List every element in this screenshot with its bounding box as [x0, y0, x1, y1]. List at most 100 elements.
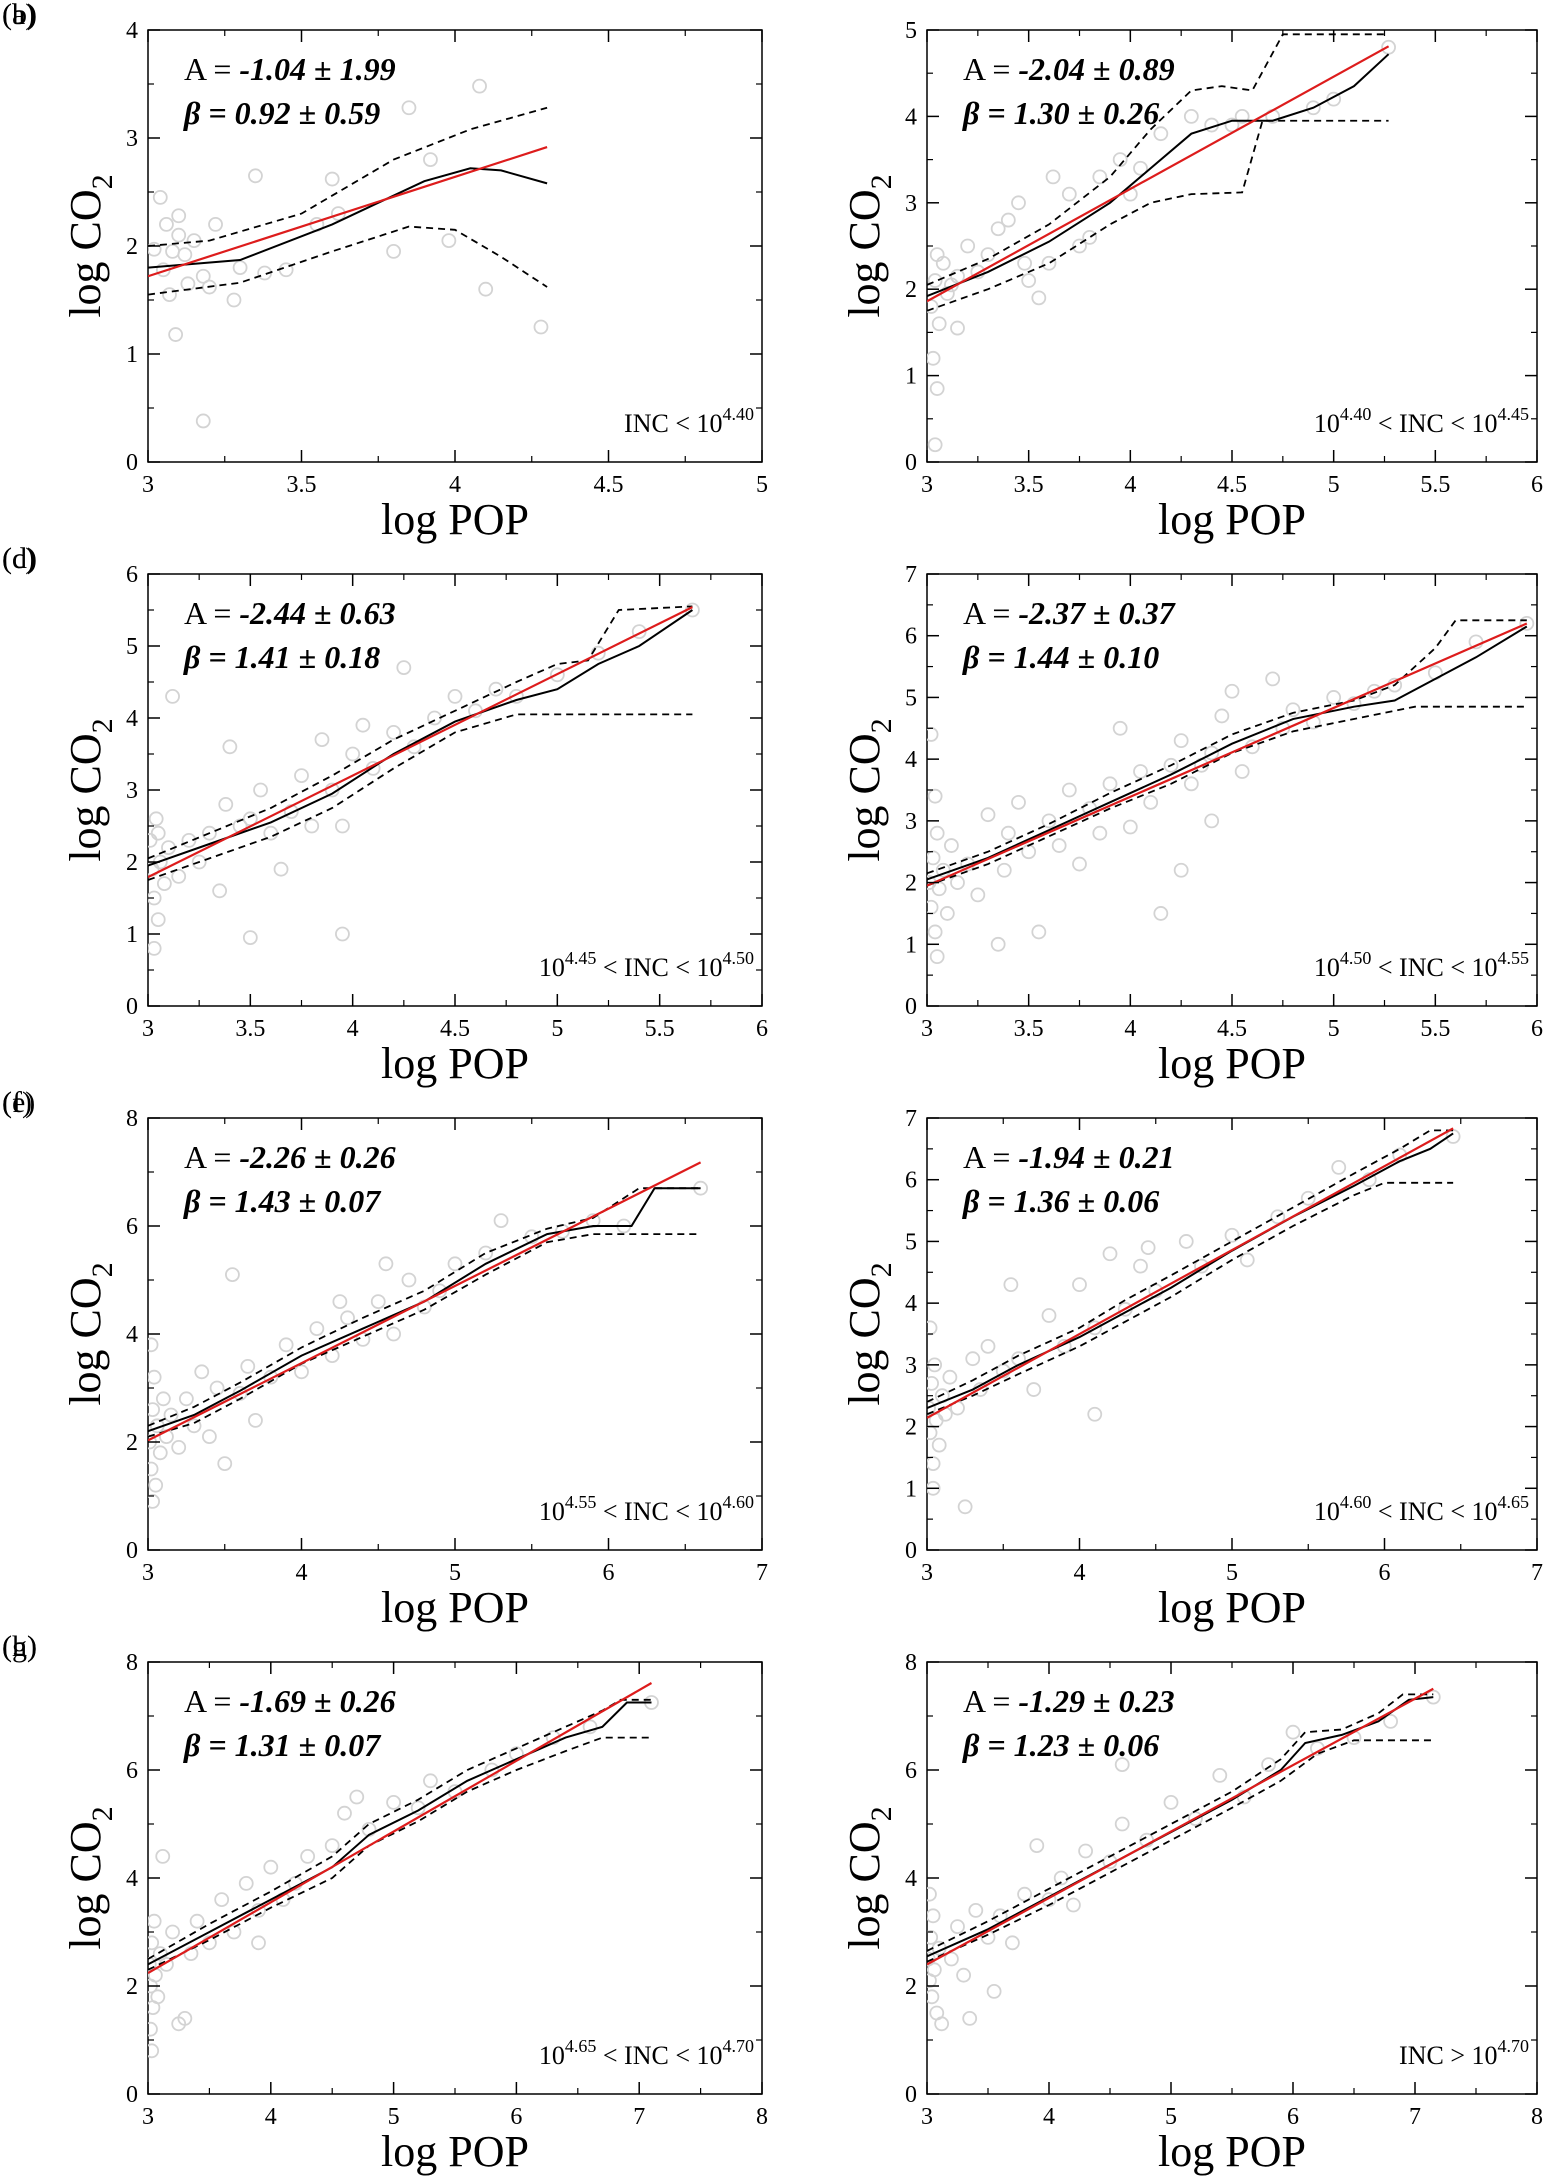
data-point [148, 1935, 160, 1951]
data-point [294, 768, 309, 783]
data-point [401, 1272, 417, 1288]
income-exponent: 4.40 [723, 404, 755, 424]
smooth-curve [148, 1701, 652, 1966]
y-axis-title-main: log CO [61, 733, 110, 861]
data-point [1082, 229, 1098, 245]
data-point [1122, 819, 1138, 835]
x-tick-label: 5 [756, 472, 768, 498]
x-tick-label: 3.5 [1014, 1016, 1044, 1042]
y-axis-title: log CO2 [840, 1806, 898, 1949]
y-tick-label: 7 [905, 1106, 917, 1132]
data-point [929, 825, 945, 841]
x-axis-title: log POP [1158, 1039, 1306, 1088]
data-point [1061, 186, 1077, 202]
income-exponent: 4.50 [1340, 948, 1372, 968]
y-axis-title-main: log CO [840, 1277, 889, 1405]
data-point [186, 233, 202, 249]
income-range-label: 104.50 < INC < 104.55 [1314, 948, 1529, 982]
data-point [1102, 1246, 1118, 1262]
data-point [155, 1849, 171, 1864]
y-tick-label: 2 [126, 850, 138, 876]
data-point [1017, 255, 1032, 271]
y-axis-title-subscript: 2 [86, 174, 119, 189]
data-point [1204, 813, 1220, 829]
stat-A-label: A = [184, 51, 239, 87]
stat-beta: β = 1.36 ± 0.06 [962, 1183, 1159, 1219]
x-tick-label: 6 [756, 1016, 768, 1042]
fit-line [148, 606, 693, 879]
data-point [410, 1800, 426, 1816]
data-point [1163, 1795, 1179, 1810]
stat-beta-value: 1.30 ± 0.26 [1014, 95, 1160, 131]
income-range-label: 104.40 < INC < 104.45 [1314, 404, 1529, 438]
income-exponent: 4.40 [1340, 404, 1372, 424]
data-point [441, 233, 457, 249]
stat-beta-label: β = [183, 1183, 235, 1219]
y-axis-title-main: log CO [840, 733, 889, 861]
confidence-lower [927, 1181, 1454, 1416]
income-exponent: 4.55 [565, 1492, 597, 1512]
data-point [1114, 1816, 1130, 1832]
data-point [148, 941, 162, 956]
stat-A-value: -2.44 ± 0.63 [239, 595, 395, 631]
x-axis-title: log POP [381, 2127, 529, 2176]
y-tick-label: 2 [905, 1415, 917, 1441]
data-point [1102, 776, 1118, 792]
data-point [162, 287, 177, 303]
y-tick-label: 1 [905, 1476, 917, 1502]
data-point [927, 1425, 938, 1441]
data-point [962, 2011, 978, 2026]
fit-line [148, 1161, 702, 1442]
data-point [1140, 1240, 1156, 1255]
income-range-label: 104.45 < INC < 104.50 [539, 948, 754, 982]
data-point [386, 243, 402, 259]
panel-letter: (f) [2, 1086, 32, 1119]
data-point [1183, 109, 1199, 124]
data-point [150, 825, 166, 841]
y-tick-label: 4 [126, 18, 138, 44]
income-exponent: 4.50 [723, 948, 755, 968]
data-point [251, 1935, 266, 1951]
data-point [1133, 1258, 1148, 1274]
x-tick-label: 3 [142, 472, 154, 498]
data-point [1366, 683, 1382, 699]
income-text: < INC < 10 [596, 953, 722, 982]
y-tick-label: 8 [126, 1650, 138, 1676]
data-point [171, 1440, 187, 1455]
plot-data [148, 1161, 708, 1509]
data-point [927, 1962, 942, 1978]
income-range-label: INC > 104.70 [1399, 2036, 1529, 2070]
y-tick-label: 6 [905, 1758, 917, 1784]
plot-data [927, 33, 1396, 453]
data-point [1031, 924, 1047, 940]
confidence-upper [927, 1129, 1454, 1403]
data-point [240, 1359, 256, 1374]
data-point [386, 1795, 402, 1810]
data-point [927, 1456, 941, 1471]
x-tick-label: 5.5 [1420, 472, 1450, 498]
stat-beta: β = 1.23 ± 0.06 [962, 1727, 1159, 1763]
data-point [944, 1951, 959, 1967]
confidence-lower [148, 1233, 701, 1438]
x-tick-label: 3 [921, 472, 933, 498]
y-tick-label: 6 [126, 1758, 138, 1784]
data-point [1133, 160, 1148, 176]
data-point [201, 825, 217, 841]
x-axis-title: log POP [1158, 1583, 1306, 1632]
data-point [1183, 776, 1199, 792]
confidence-lower [927, 119, 1389, 312]
data-point [935, 862, 951, 878]
y-tick-label: 0 [905, 1538, 917, 1564]
stat-beta-value: 0.92 ± 0.59 [235, 95, 381, 131]
data-point [927, 850, 941, 866]
y-tick-label: 0 [905, 450, 917, 476]
stat-A-label: A = [963, 51, 1018, 87]
x-tick-label: 4 [347, 1016, 359, 1042]
data-point [1224, 683, 1240, 699]
data-point [273, 861, 289, 877]
data-point [278, 1337, 294, 1353]
data-point [1026, 1382, 1042, 1397]
